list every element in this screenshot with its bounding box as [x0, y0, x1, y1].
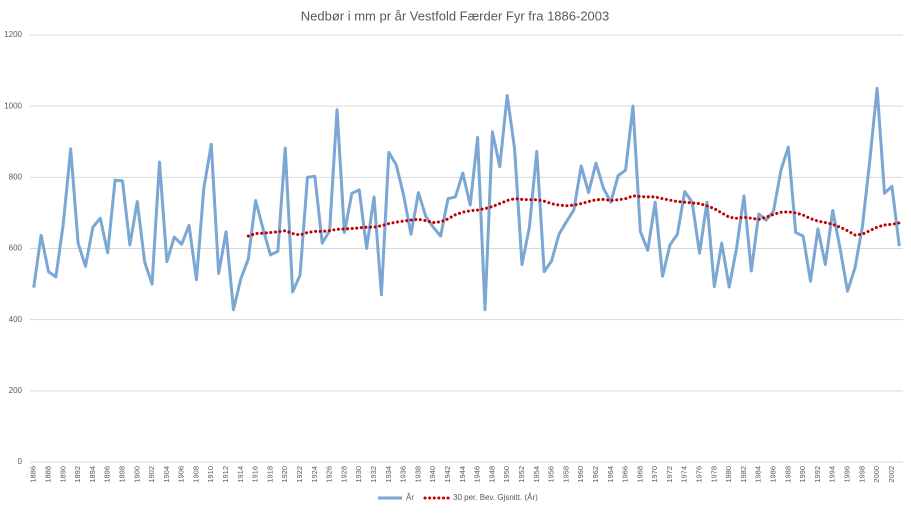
- x-tick-label: 1900: [132, 466, 141, 483]
- x-tick-label: 1914: [236, 466, 245, 483]
- x-tick-label: 1918: [265, 466, 274, 483]
- x-tick-label: 1968: [635, 466, 644, 483]
- x-tick-label: 1952: [517, 466, 526, 483]
- x-tick-label: 1978: [709, 466, 718, 483]
- x-tick-label: 1910: [206, 466, 215, 483]
- x-tick-label: 1994: [828, 466, 837, 483]
- x-tick-label: 1992: [813, 466, 822, 483]
- x-tick-label: 1966: [621, 466, 630, 483]
- x-tick-label: 1904: [162, 466, 171, 483]
- legend-label: 30 per. Bev. Gjsnitt. (År): [453, 493, 538, 502]
- y-tick-label: 800: [9, 172, 23, 181]
- x-tick-label: 1946: [473, 466, 482, 483]
- y-tick-label: 0: [18, 457, 23, 466]
- x-tick-label: 1984: [754, 466, 763, 483]
- x-tick-label: 1982: [739, 466, 748, 483]
- x-tick-label: 2000: [872, 466, 881, 483]
- x-tick-label: 1958: [561, 466, 570, 483]
- x-tick-label: 1894: [88, 466, 97, 483]
- x-tick-label: 1948: [487, 466, 496, 483]
- x-tick-label: 1944: [458, 466, 467, 483]
- x-tick-label: 1954: [532, 466, 541, 483]
- legend-label: År: [406, 493, 414, 502]
- x-tick-label: 1908: [191, 466, 200, 483]
- x-tick-label: 1972: [665, 466, 674, 483]
- x-tick-label: 1980: [724, 466, 733, 483]
- x-tick-label: 1996: [842, 466, 851, 483]
- x-tick-label: 1886: [29, 466, 38, 483]
- x-tick-label: 1962: [591, 466, 600, 483]
- x-tick-label: 1922: [295, 466, 304, 483]
- x-tick-label: 1890: [58, 466, 67, 483]
- x-tick-label: 1976: [695, 466, 704, 483]
- x-tick-label: 1974: [680, 466, 689, 483]
- x-tick-label: 1912: [221, 466, 230, 483]
- x-tick-label: 1888: [43, 466, 52, 483]
- y-tick-label: 1200: [4, 30, 22, 39]
- x-tick-label: 1956: [547, 466, 556, 483]
- y-tick-label: 1000: [4, 101, 22, 110]
- x-tick-label: 1936: [399, 466, 408, 483]
- y-tick-label: 200: [9, 386, 23, 395]
- x-tick-label: 1938: [413, 466, 422, 483]
- x-tick-label: 1960: [576, 466, 585, 483]
- x-tick-label: 1896: [103, 466, 112, 483]
- x-tick-label: 1934: [384, 466, 393, 483]
- x-tick-label: 1898: [117, 466, 126, 483]
- x-tick-label: 1906: [177, 466, 186, 483]
- x-tick-label: 1902: [147, 466, 156, 483]
- y-tick-label: 400: [9, 315, 23, 324]
- x-tick-label: 1970: [650, 466, 659, 483]
- x-tick-label: 1990: [798, 466, 807, 483]
- x-tick-label: 1964: [606, 466, 615, 483]
- x-tick-label: 1924: [310, 466, 319, 483]
- x-tick-label: 1950: [502, 466, 511, 483]
- x-tick-label: 1932: [369, 466, 378, 483]
- x-tick-label: 1986: [769, 466, 778, 483]
- x-tick-label: 1928: [339, 466, 348, 483]
- x-tick-label: 2002: [887, 466, 896, 483]
- x-tick-label: 1916: [251, 466, 260, 483]
- x-tick-label: 1926: [325, 466, 334, 483]
- chart-title: Nedbør i mm pr år Vestfold Færder Fyr fr…: [301, 8, 610, 23]
- x-tick-label: 1930: [354, 466, 363, 483]
- series-line: [246, 194, 901, 238]
- x-tick-label: 1998: [857, 466, 866, 483]
- x-tick-label: 1920: [280, 466, 289, 483]
- x-tick-label: 1988: [783, 466, 792, 483]
- x-tick-label: 1940: [428, 466, 437, 483]
- y-tick-label: 600: [9, 244, 23, 253]
- x-tick-label: 1942: [443, 466, 452, 483]
- series-line: [32, 86, 901, 312]
- x-tick-label: 1892: [73, 466, 82, 483]
